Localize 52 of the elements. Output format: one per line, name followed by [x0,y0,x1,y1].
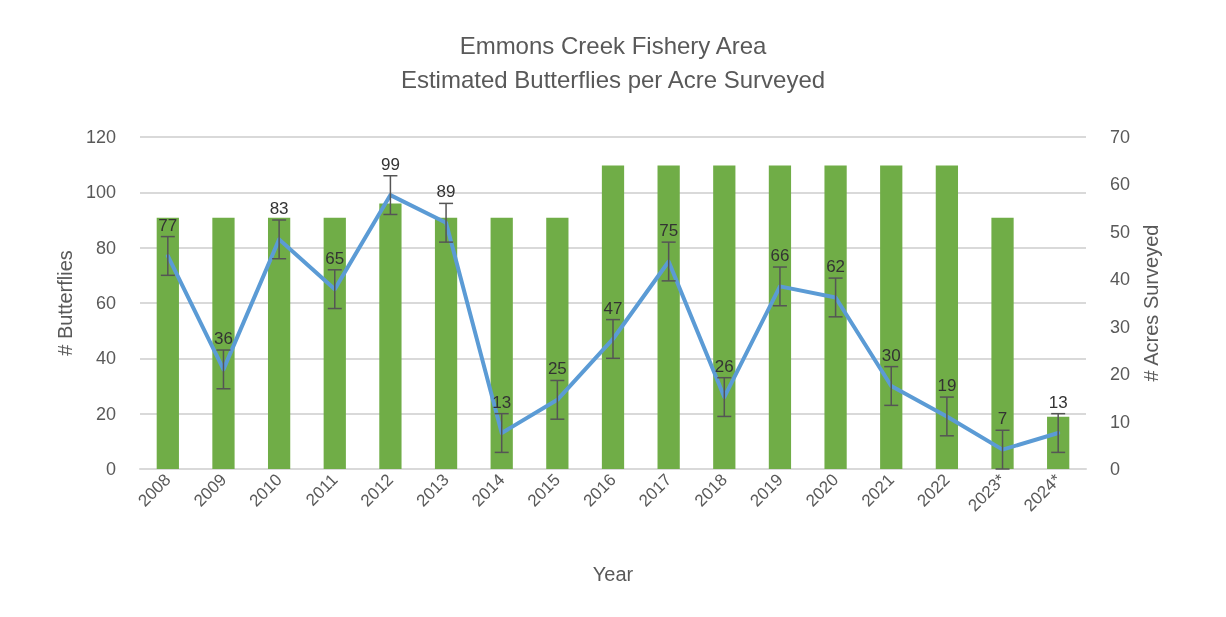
y2-tick-label: 70 [1110,127,1131,147]
data-label: 83 [269,199,289,218]
y-tick-label: 120 [85,127,116,147]
y-tick-label: 0 [105,459,116,479]
bar [212,217,235,469]
data-label: 19 [937,376,957,396]
y2-tick-label: 60 [1110,174,1131,195]
bar [880,165,903,469]
chart-subtitle: Estimated Butterflies per Acre Surveyed [400,65,826,93]
y2-tick-label: 30 [1110,316,1131,337]
data-label: 66 [770,246,790,266]
bar [267,217,291,469]
data-label: 36 [214,329,233,349]
y-tick-label: 80 [95,237,116,258]
data-label: 47 [603,298,623,318]
data-label: 77 [158,215,178,235]
x-axis-title: Year [592,563,634,585]
bar [434,217,458,469]
bar [546,217,569,469]
y2-tick-label: 50 [1110,221,1131,242]
data-label: 30 [881,345,901,365]
data-label: 62 [826,257,846,277]
bar [768,165,792,469]
bar [323,217,346,469]
y-tick-label: 40 [95,348,116,369]
bar [935,165,959,469]
y2-axis-title: # Acres Surveyed [1140,224,1162,382]
data-label: 26 [714,356,734,376]
bar [991,217,1014,469]
bar [713,165,736,469]
data-label: 7 [997,409,1008,429]
data-label: 25 [547,359,567,379]
y2-tick-label: 10 [1110,411,1131,432]
y-tick-label: 100 [85,182,116,203]
bar [824,165,847,469]
bar [490,217,513,469]
y-tick-label: 60 [95,293,116,313]
bar [379,203,402,469]
y-tick-label: 20 [95,403,116,424]
y-axis-title: # Butterflies [54,250,77,356]
data-label: 89 [436,182,456,202]
bar [657,165,680,469]
chart-title: Emmons Creek Fishery Area [459,31,768,59]
y2-tick-label: 20 [1110,364,1131,385]
bar [156,217,179,469]
data-label: 75 [659,221,679,241]
y2-tick-label: 0 [1110,459,1121,479]
data-label: 65 [325,248,345,268]
data-label: 99 [380,154,400,174]
y2-tick-label: 40 [1110,269,1131,290]
bar [601,165,625,469]
data-label: 13 [1048,392,1068,412]
